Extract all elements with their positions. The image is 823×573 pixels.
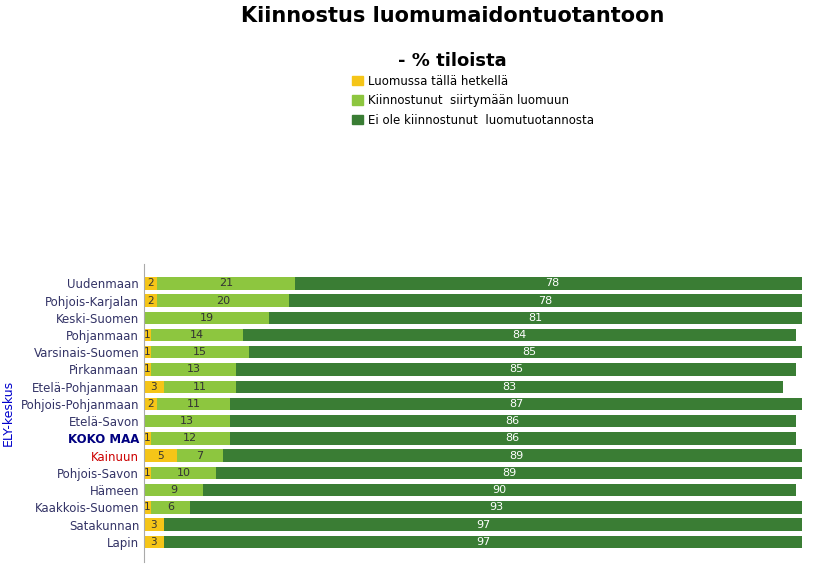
Text: 97: 97 — [476, 520, 491, 529]
Text: 1: 1 — [144, 330, 151, 340]
Bar — [243, 329, 796, 342]
Text: 12: 12 — [183, 433, 198, 444]
Text: 78: 78 — [545, 278, 560, 288]
Bar — [144, 312, 269, 324]
Text: 21: 21 — [219, 278, 234, 288]
Bar — [190, 501, 802, 513]
Legend: Luomussa tällä hetkellä, Kiinnostunut  siirtymään luomuun, Ei ole kiinnostunut  : Luomussa tällä hetkellä, Kiinnostunut si… — [351, 74, 594, 127]
Text: 87: 87 — [509, 399, 523, 409]
Bar — [230, 432, 796, 445]
Text: Kiinnostus luomumaidontuotantoon: Kiinnostus luomumaidontuotantoon — [241, 6, 664, 26]
Bar — [230, 415, 796, 427]
Text: 1: 1 — [144, 433, 151, 444]
Bar — [295, 277, 809, 289]
Text: 15: 15 — [193, 347, 207, 357]
Bar — [164, 519, 802, 531]
Bar — [144, 398, 157, 410]
Bar — [151, 501, 190, 513]
Text: 93: 93 — [489, 503, 504, 512]
Bar — [177, 449, 223, 462]
Text: 1: 1 — [144, 468, 151, 478]
Bar — [144, 295, 157, 307]
Text: 89: 89 — [502, 468, 517, 478]
Bar — [144, 277, 157, 289]
Text: 81: 81 — [528, 313, 543, 323]
Text: 3: 3 — [151, 520, 157, 529]
Bar — [223, 449, 809, 462]
Text: 85: 85 — [509, 364, 523, 375]
Text: 89: 89 — [509, 450, 523, 461]
Bar — [151, 466, 216, 479]
Bar — [151, 329, 243, 342]
Bar — [144, 380, 164, 393]
Text: 97: 97 — [476, 537, 491, 547]
Text: 86: 86 — [505, 416, 520, 426]
Bar — [157, 295, 289, 307]
Text: 6: 6 — [167, 503, 174, 512]
Bar — [151, 432, 230, 445]
Bar — [157, 398, 230, 410]
Text: 78: 78 — [538, 296, 553, 305]
Text: 84: 84 — [512, 330, 527, 340]
Text: 85: 85 — [522, 347, 537, 357]
Bar — [151, 346, 249, 359]
Text: 19: 19 — [199, 313, 214, 323]
Bar — [144, 432, 151, 445]
Bar — [157, 277, 295, 289]
Text: 3: 3 — [151, 382, 157, 392]
Text: 83: 83 — [502, 382, 517, 392]
Text: 2: 2 — [147, 399, 154, 409]
Text: 5: 5 — [157, 450, 164, 461]
Bar — [144, 466, 151, 479]
Text: 13: 13 — [186, 364, 201, 375]
Text: 1: 1 — [144, 347, 151, 357]
Bar — [144, 484, 203, 496]
Bar — [249, 346, 809, 359]
Text: 90: 90 — [492, 485, 507, 495]
Text: 2: 2 — [147, 278, 154, 288]
Text: 1: 1 — [144, 364, 151, 375]
Bar — [144, 519, 164, 531]
Text: 14: 14 — [189, 330, 204, 340]
Text: 13: 13 — [179, 416, 194, 426]
Bar — [151, 363, 236, 376]
Bar — [144, 536, 164, 548]
Bar — [230, 398, 802, 410]
Bar — [236, 363, 796, 376]
Text: 10: 10 — [176, 468, 191, 478]
Bar — [216, 466, 802, 479]
Bar — [164, 380, 236, 393]
Bar — [236, 380, 783, 393]
Y-axis label: ELY-keskus: ELY-keskus — [2, 379, 15, 446]
Text: 3: 3 — [151, 537, 157, 547]
Text: 2: 2 — [147, 296, 154, 305]
Bar — [144, 501, 151, 513]
Bar — [144, 415, 230, 427]
Text: 7: 7 — [197, 450, 203, 461]
Bar — [269, 312, 802, 324]
Bar — [144, 329, 151, 342]
Bar — [289, 295, 802, 307]
Text: 11: 11 — [186, 399, 201, 409]
Text: 86: 86 — [505, 433, 520, 444]
Bar — [144, 363, 151, 376]
Text: 20: 20 — [216, 296, 230, 305]
Text: - % tiloista: - % tiloista — [398, 52, 507, 69]
Bar — [144, 346, 151, 359]
Text: 11: 11 — [193, 382, 207, 392]
Bar — [144, 449, 177, 462]
Text: 9: 9 — [170, 485, 177, 495]
Bar — [203, 484, 796, 496]
Bar — [164, 536, 802, 548]
Text: 1: 1 — [144, 503, 151, 512]
